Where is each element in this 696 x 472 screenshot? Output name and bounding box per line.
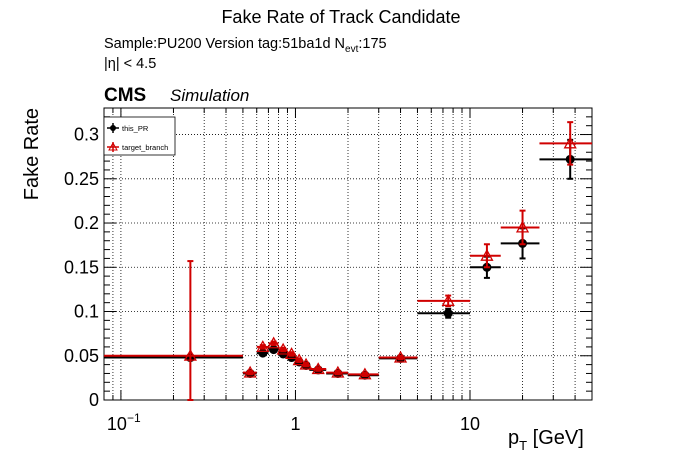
- legend-entry-this_PR: this_PR: [107, 123, 149, 133]
- sample-info: Sample:PU200 Version tag:51ba1d Nevt:175: [104, 36, 387, 55]
- target_branch-point: [284, 347, 299, 360]
- target_branch-point: [311, 362, 325, 375]
- y-tick-label: 0.3: [74, 125, 99, 145]
- series-target_branch: [104, 121, 592, 401]
- y-tick-label: 0.05: [64, 346, 99, 366]
- y-tick-label: 0.1: [74, 302, 99, 322]
- legend-label: target_branch: [122, 143, 168, 152]
- y-tick-label: 0.25: [64, 169, 99, 189]
- legend: this_PR target_branch: [103, 116, 176, 156]
- this_PR-datapoint: [417, 307, 470, 319]
- target_branch-datapoint: [292, 353, 306, 366]
- target_branch-datapoint: [299, 357, 313, 370]
- target_branch-point: [515, 220, 530, 233]
- sample-info-prefix: Sample:PU200 Version tag:51ba1d N: [104, 36, 345, 52]
- eta-cut-label: |η| < 4.5: [104, 56, 156, 72]
- target_branch-point: [276, 342, 290, 355]
- target_branch-datapoint: [326, 365, 348, 378]
- data-series: [104, 121, 592, 401]
- target_branch-datapoint: [256, 340, 270, 352]
- target_branch-point: [441, 294, 455, 306]
- target_branch-datapoint: [267, 336, 281, 349]
- target_branch-datapoint: [470, 243, 501, 269]
- x-axis-title: pT [GeV]: [508, 427, 584, 453]
- this_PR-point: [443, 308, 453, 318]
- legend-entry-target_branch: target_branch: [107, 141, 168, 152]
- target_branch-point: [256, 340, 270, 352]
- target_branch-datapoint: [284, 347, 299, 360]
- series-this_PR: [104, 138, 592, 380]
- simulation-label: Simulation: [170, 86, 249, 105]
- target_branch-point: [267, 336, 281, 349]
- legend-entries: this_PR target_branch: [107, 123, 168, 152]
- x-tick-label: 10: [460, 414, 480, 434]
- this_PR-point: [258, 348, 268, 358]
- target_branch-datapoint: [348, 367, 379, 380]
- x-axis-title-unit: [GeV]: [527, 427, 584, 449]
- x-axis-title-sub: T: [519, 438, 527, 453]
- chart-title: Fake Rate of Track Candidate: [221, 7, 460, 27]
- target_branch-datapoint: [242, 365, 257, 378]
- target_branch-datapoint: [309, 362, 327, 375]
- target_branch-point: [563, 136, 577, 149]
- chart-header: Fake Rate of Track Candidate Sample:PU20…: [104, 7, 461, 106]
- target_branch-datapoint: [417, 294, 470, 308]
- this_PR-datapoint: [268, 345, 279, 355]
- sample-info-subscript: evt: [345, 44, 359, 55]
- target_branch-point: [299, 357, 313, 370]
- target_branch-datapoint: [539, 121, 592, 166]
- legend-marker: [108, 141, 118, 151]
- this_PR-point: [269, 345, 279, 355]
- target_branch-point: [393, 350, 408, 363]
- target_branch-datapoint: [378, 350, 418, 363]
- sample-info-suffix: :175: [358, 36, 386, 52]
- axis-tick-labels: 0 0.05 0.1 0.15 0.2 0.25 0.3 10−1 1 10: [64, 125, 480, 434]
- target_branch-point: [183, 348, 197, 361]
- x-tick-label: 10−1: [107, 411, 141, 434]
- x-axis-title-main: p: [508, 427, 519, 449]
- x-tick-label: 1: [290, 414, 300, 434]
- target_branch-point: [331, 365, 345, 378]
- cms-label: CMS: [104, 85, 146, 106]
- y-tick-label: 0.15: [64, 257, 99, 277]
- y-tick-label: 0: [89, 390, 99, 410]
- target_branch-point: [480, 248, 494, 261]
- legend-marker: [110, 125, 116, 131]
- target_branch-datapoint: [500, 209, 540, 246]
- target_branch-datapoint: [276, 342, 290, 355]
- target_branch-point: [358, 367, 372, 380]
- target_branch-datapoint: [104, 260, 243, 401]
- y-tick-label: 0.2: [74, 213, 99, 233]
- target_branch-point: [292, 353, 306, 366]
- y-axis-title: Fake Rate: [21, 108, 43, 200]
- target_branch-point: [243, 365, 257, 378]
- legend-label: this_PR: [122, 124, 149, 133]
